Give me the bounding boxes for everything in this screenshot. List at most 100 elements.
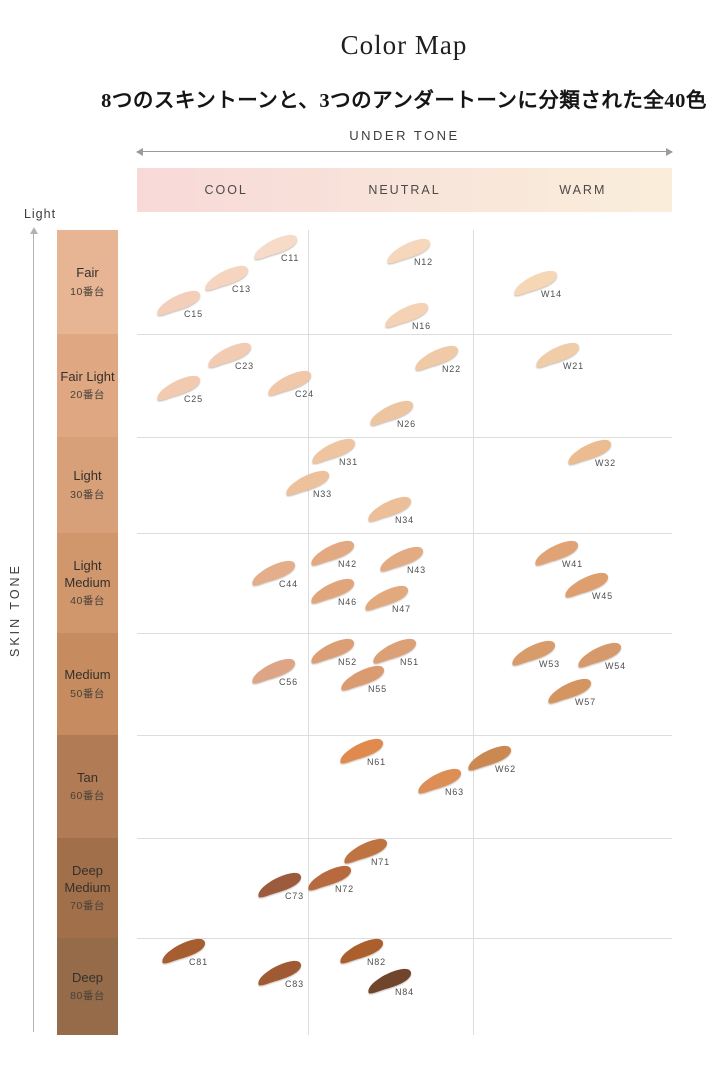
shade-w32: W32	[566, 437, 615, 468]
grid-row-line	[137, 735, 672, 736]
grid-row-line	[137, 334, 672, 335]
shade-n84: N84	[366, 966, 414, 997]
shade-code: N12	[414, 257, 433, 267]
skintone-number: 50番台	[70, 687, 105, 700]
shade-code: C83	[285, 979, 304, 989]
shade-n55: N55	[339, 663, 387, 694]
shade-n31: N31	[310, 436, 358, 467]
shade-n46: N46	[309, 576, 357, 607]
shade-code: W54	[605, 661, 626, 671]
shade-code: C44	[279, 579, 298, 589]
shade-c15: C15	[155, 288, 203, 319]
skintone-number: 70番台	[70, 899, 105, 912]
skintone-axis-arrow	[29, 227, 38, 1032]
shade-code: N16	[412, 321, 431, 331]
shade-code: C23	[235, 361, 254, 371]
shade-code: N71	[371, 857, 390, 867]
shade-n16: N16	[383, 300, 431, 331]
shade-c23: C23	[206, 340, 254, 371]
shade-n82: N82	[338, 936, 386, 967]
shade-w53: W53	[510, 638, 560, 669]
shade-c11: C11	[252, 232, 300, 263]
skintone-number: 40番台	[70, 594, 105, 607]
shade-code: W21	[563, 361, 584, 371]
skintone-block-fair-light: Fair Light 20番台	[57, 334, 118, 437]
undertone-label-warm: WARM	[559, 183, 607, 197]
skintone-name: Light	[73, 468, 102, 484]
shade-c25: C25	[155, 373, 203, 404]
shade-code: N61	[367, 757, 386, 767]
shade-code: C24	[295, 389, 314, 399]
shade-code: N47	[392, 604, 411, 614]
shade-code: N63	[445, 787, 464, 797]
shade-code: C25	[184, 394, 203, 404]
shade-code: W41	[562, 559, 583, 569]
header: Color Map 8つのスキントーンと、3つのアンダートーンに分類された全40…	[90, 0, 718, 113]
skintone-number: 20番台	[70, 389, 105, 402]
shade-code: C13	[232, 284, 251, 294]
shade-code: W14	[541, 289, 562, 299]
shade-code: N26	[397, 419, 416, 429]
shade-code: N84	[395, 987, 414, 997]
shade-w57: W57	[546, 676, 596, 707]
shade-code: N46	[338, 597, 357, 607]
shade-code: C15	[184, 309, 203, 319]
skintone-block-medium: Medium 50番台	[57, 633, 118, 735]
shade-code: N42	[338, 559, 357, 569]
skintone-number: 80番台	[70, 990, 105, 1003]
shade-n63: N63	[416, 766, 464, 797]
shade-code: N72	[335, 884, 354, 894]
shade-n12: N12	[385, 236, 433, 267]
shade-code: W57	[575, 697, 596, 707]
skintone-name: Deep	[71, 969, 104, 985]
shade-code: W53	[539, 659, 560, 669]
undertone-label-cool: COOL	[204, 183, 248, 197]
page-subtitle: 8つのスキントーンと、3つのアンダートーンに分類された全40色	[101, 90, 707, 112]
skintone-name: Tan	[77, 769, 98, 785]
shade-w14: W14	[512, 268, 562, 299]
grid-row-line	[137, 533, 672, 534]
skintone-block-light: Light 30番台	[57, 437, 118, 533]
shade-w62: W62	[466, 743, 516, 774]
light-axis-label: Light	[23, 207, 57, 221]
shade-n61: N61	[338, 736, 386, 767]
shade-code: N55	[368, 684, 387, 694]
undertone-label-neutral: NEUTRAL	[368, 183, 441, 197]
skintone-axis-title: SKIN TONE	[8, 563, 22, 657]
shade-c24: C24	[266, 368, 314, 399]
skintone-block-deep-medium: Deep Medium 70番台	[57, 838, 118, 938]
skintone-name: Fair Light	[60, 368, 115, 384]
undertone-gradient-bar: COOL NEUTRAL WARM	[137, 168, 672, 212]
shade-code: W62	[495, 764, 516, 774]
grid-row-line	[137, 437, 672, 438]
shade-n22: N22	[413, 343, 461, 374]
shade-code: N51	[400, 657, 419, 667]
shade-n26: N26	[368, 398, 416, 429]
skintone-name: Fair	[76, 265, 99, 281]
shade-code: N43	[407, 565, 426, 575]
shade-n42: N42	[309, 538, 357, 569]
shade-code: N31	[339, 457, 358, 467]
skintone-block-fair: Fair 10番台	[57, 230, 118, 334]
skintone-block-tan: Tan 60番台	[57, 735, 118, 838]
shade-n47: N47	[363, 583, 411, 614]
skintone-block-light-medium: Light Medium 40番台	[57, 533, 118, 633]
shade-code: C73	[285, 891, 304, 901]
shade-c44: C44	[250, 558, 298, 589]
shade-code: N52	[338, 657, 357, 667]
grid-row-line	[137, 838, 672, 839]
skintone-name: Light Medium	[64, 558, 111, 590]
shade-c81: C81	[160, 936, 208, 967]
shade-code: C56	[279, 677, 298, 687]
grid-row-line	[137, 938, 672, 939]
shade-code: W45	[592, 591, 613, 601]
grid-column-line	[473, 230, 474, 1035]
skintone-number: 10番台	[70, 285, 105, 298]
shade-code: C11	[281, 253, 300, 263]
skintone-name: Medium	[64, 667, 111, 683]
shade-n43: N43	[378, 544, 426, 575]
page-title: Color Map	[340, 30, 468, 60]
shade-n71: N71	[342, 836, 390, 867]
shade-w41: W41	[533, 538, 583, 569]
grid-column-line	[307, 230, 309, 1035]
